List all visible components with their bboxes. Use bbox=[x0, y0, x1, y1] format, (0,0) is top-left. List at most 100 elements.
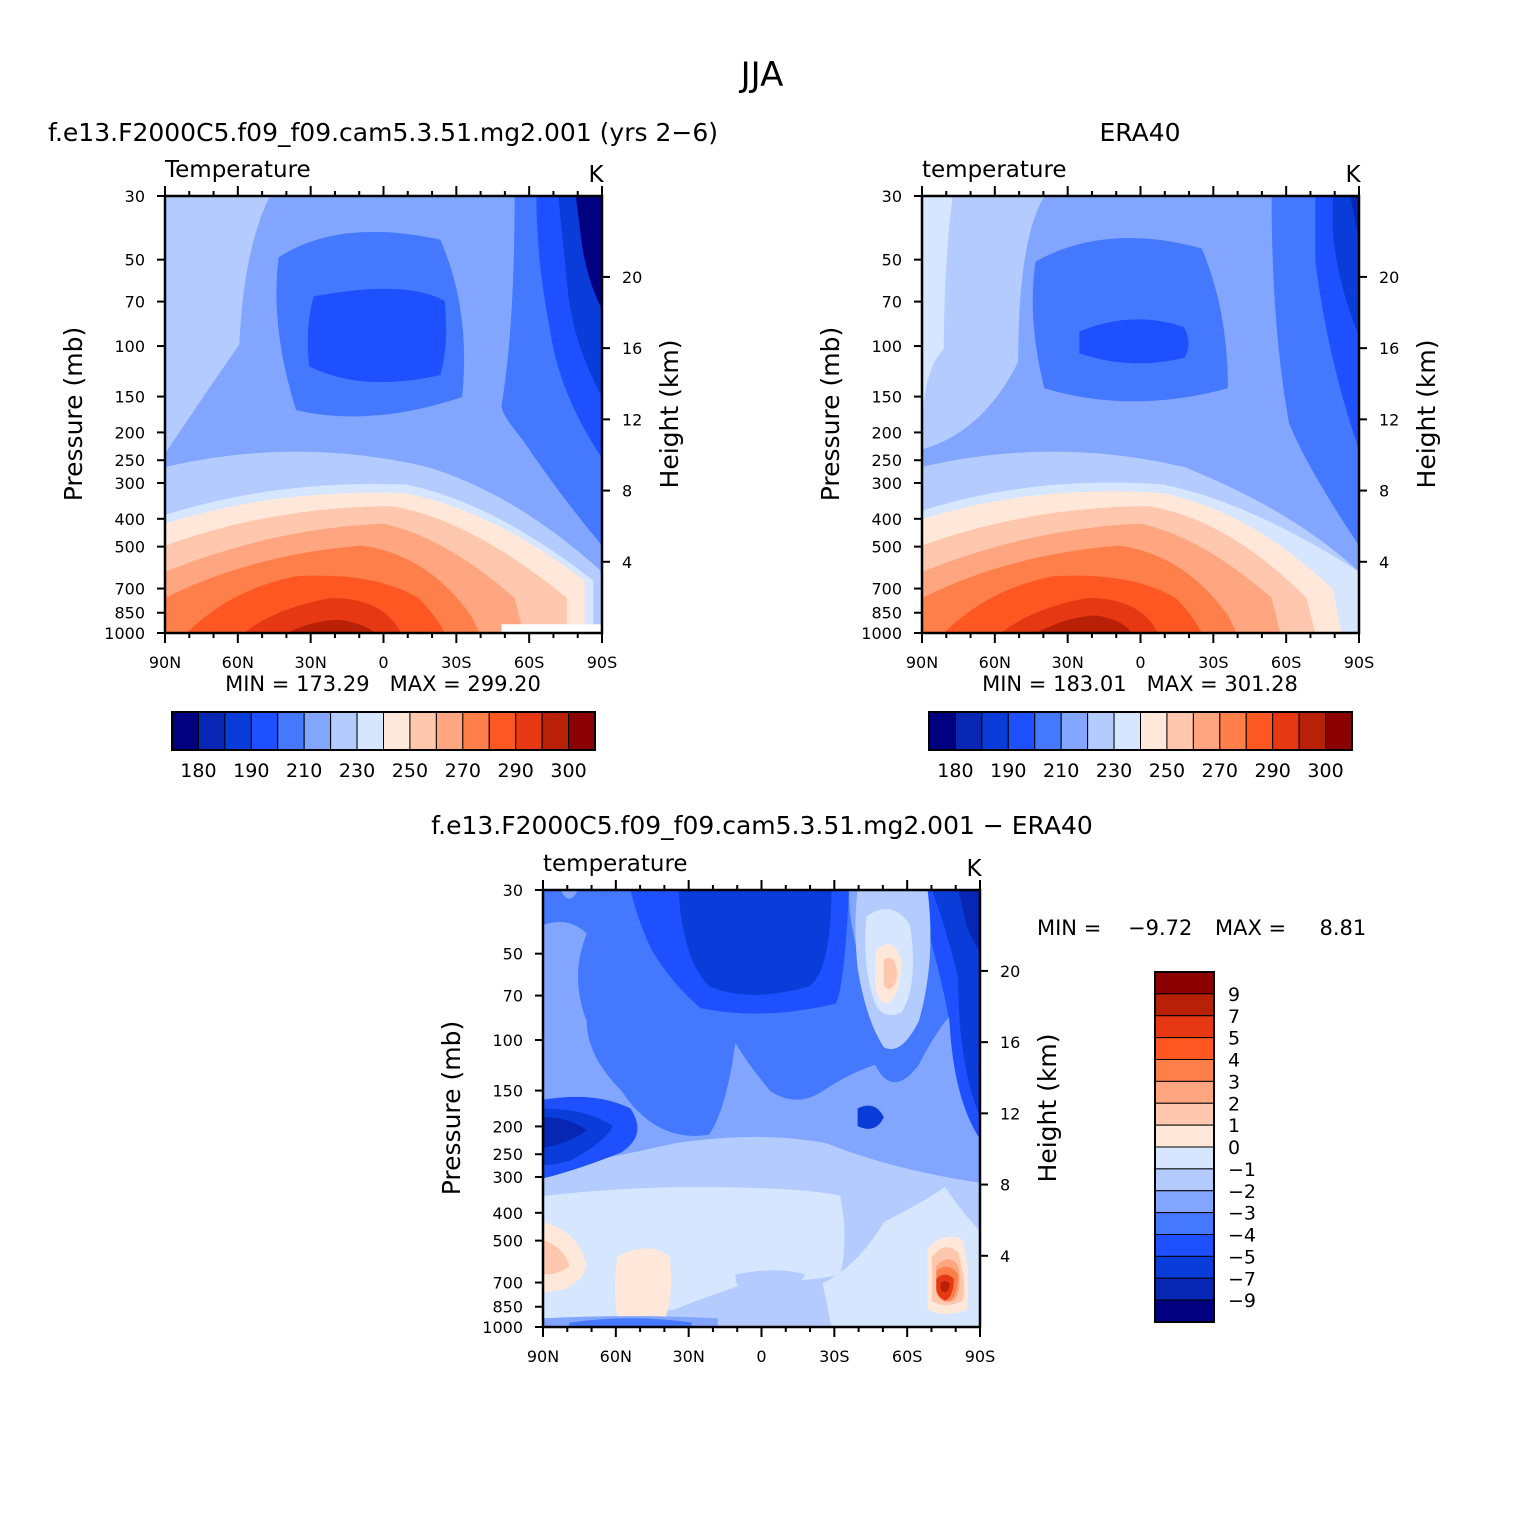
x-tick-label: 60N bbox=[222, 653, 254, 672]
colorbar-swatch bbox=[1154, 1080, 1215, 1104]
colorbar-label: 0 bbox=[1228, 1137, 1240, 1159]
colorbar-swatch bbox=[1154, 971, 1215, 995]
y-tick-label: 70 bbox=[882, 293, 902, 312]
min-max-stats: MIN = 173.29 MAX = 299.20 bbox=[225, 672, 541, 696]
y-right-tick-label: 20 bbox=[1379, 268, 1399, 287]
x-tick-label: 30N bbox=[1052, 653, 1084, 672]
colorbar-label: −1 bbox=[1228, 1159, 1256, 1181]
x-tick-label: 90S bbox=[965, 1347, 996, 1366]
colorbar-swatch bbox=[409, 711, 437, 751]
stats-max: MAX = 8.81 bbox=[1215, 916, 1366, 940]
colorbar-swatch bbox=[568, 711, 596, 751]
contour-field bbox=[165, 196, 602, 633]
y-tick-label: 150 bbox=[492, 1082, 523, 1101]
y-tick-label: 200 bbox=[114, 423, 145, 442]
y-tick-label: 50 bbox=[503, 945, 523, 964]
colorbar-label: 190 bbox=[233, 760, 269, 782]
colorbar-swatch bbox=[1154, 1059, 1215, 1082]
y-tick-label: 500 bbox=[871, 538, 902, 557]
y-tick-label: 30 bbox=[882, 187, 902, 206]
colorbar-frame bbox=[171, 711, 596, 751]
x-tick-label: 30N bbox=[673, 1347, 705, 1366]
colorbar-label: −7 bbox=[1228, 1268, 1256, 1290]
y-tick-label: 300 bbox=[114, 474, 145, 493]
colorbar-swatch bbox=[541, 711, 570, 751]
colorbar-label: 9 bbox=[1228, 984, 1240, 1006]
y-right-tick-label: 4 bbox=[622, 553, 632, 572]
colorbar-label: 250 bbox=[1149, 760, 1185, 782]
y-tick-label: 1000 bbox=[104, 624, 145, 643]
colorbar-label: −3 bbox=[1228, 1203, 1256, 1225]
contour-band bbox=[569, 1318, 692, 1327]
x-tick-label: 60N bbox=[979, 653, 1011, 672]
contour-band bbox=[1079, 319, 1189, 364]
colorbar-swatch bbox=[1154, 1102, 1215, 1126]
colorbar-swatch bbox=[1113, 711, 1141, 751]
left-string: temperature bbox=[543, 851, 688, 877]
colorbar-label: −2 bbox=[1228, 1181, 1256, 1203]
panel-model: f.e13.F2000C5.f09_f09.cam5.3.51.mg2.001 … bbox=[48, 118, 718, 782]
y-axis-label-right: Height (km) bbox=[1033, 1034, 1062, 1183]
colorbar-swatch bbox=[330, 711, 358, 751]
colorbar-swatch bbox=[928, 711, 956, 751]
y-right-tick-label: 8 bbox=[1379, 482, 1389, 501]
colorbar-label: 230 bbox=[339, 760, 375, 782]
contour-band bbox=[922, 196, 1045, 450]
colorbar-swatch bbox=[1154, 1146, 1215, 1170]
contour-band bbox=[883, 957, 897, 990]
colorbar-swatch bbox=[1325, 711, 1353, 751]
y-tick-label: 100 bbox=[114, 337, 145, 356]
y-tick-label: 850 bbox=[114, 604, 145, 623]
x-tick-label: 60N bbox=[600, 1347, 632, 1366]
y-axis-right: 20 16 12 8 4 bbox=[980, 962, 1020, 1266]
contour-band bbox=[958, 890, 980, 952]
colorbar-swatch bbox=[954, 711, 983, 751]
y-axis-label: Pressure (mb) bbox=[59, 327, 88, 501]
x-tick-label: 30N bbox=[295, 653, 327, 672]
y-tick-label: 150 bbox=[871, 388, 902, 407]
panel-difference: f.e13.F2000C5.f09_f09.cam5.3.51.mg2.001 … bbox=[431, 811, 1366, 1366]
colorbar-frame bbox=[928, 711, 1353, 751]
y-right-tick-label: 12 bbox=[1000, 1104, 1020, 1123]
contour-band bbox=[575, 196, 602, 310]
y-tick-label: 30 bbox=[503, 881, 523, 900]
y-tick-label: 100 bbox=[871, 337, 902, 356]
missing-data bbox=[501, 624, 602, 633]
y-tick-label: 50 bbox=[882, 251, 902, 270]
colorbar-label: −5 bbox=[1228, 1246, 1256, 1268]
colorbar-label: 3 bbox=[1228, 1071, 1240, 1093]
x-tick-label: 60S bbox=[892, 1347, 923, 1366]
y-right-tick-label: 20 bbox=[1000, 962, 1020, 981]
colorbar-label: 2 bbox=[1228, 1093, 1240, 1115]
colorbar-label: 210 bbox=[286, 760, 322, 782]
units-label: K bbox=[1345, 162, 1361, 188]
y-axis-label: Pressure (mb) bbox=[437, 1021, 466, 1195]
colorbar-label: 230 bbox=[1096, 760, 1132, 782]
colorbar-swatch bbox=[1154, 1037, 1215, 1060]
colorbar-label: 5 bbox=[1228, 1028, 1240, 1050]
y-tick-label: 70 bbox=[125, 293, 145, 312]
colorbar: 180 190 210 230 250 270 290 300 bbox=[171, 711, 596, 782]
y-tick-label: 700 bbox=[114, 580, 145, 599]
y-tick-label: 700 bbox=[492, 1274, 523, 1293]
colorbar-swatch bbox=[1192, 711, 1221, 751]
y-tick-label: 700 bbox=[871, 580, 902, 599]
colorbar-swatch bbox=[356, 711, 384, 751]
y-tick-label: 500 bbox=[114, 538, 145, 557]
y-tick-label: 1000 bbox=[482, 1318, 523, 1337]
colorbar-label: 180 bbox=[180, 760, 216, 782]
x-tick-label: 60S bbox=[1271, 653, 1302, 672]
y-tick-label: 850 bbox=[492, 1298, 523, 1317]
colorbar-label: 250 bbox=[392, 760, 428, 782]
y-tick-label: 300 bbox=[871, 474, 902, 493]
units-label: K bbox=[966, 856, 982, 882]
colorbar-swatch bbox=[1154, 1015, 1215, 1039]
x-tick-label: 90N bbox=[906, 653, 938, 672]
x-tick-label: 90N bbox=[149, 653, 181, 672]
contour-band bbox=[543, 1239, 570, 1275]
y-tick-label: 400 bbox=[114, 510, 145, 529]
colorbar-swatch bbox=[1034, 711, 1062, 751]
